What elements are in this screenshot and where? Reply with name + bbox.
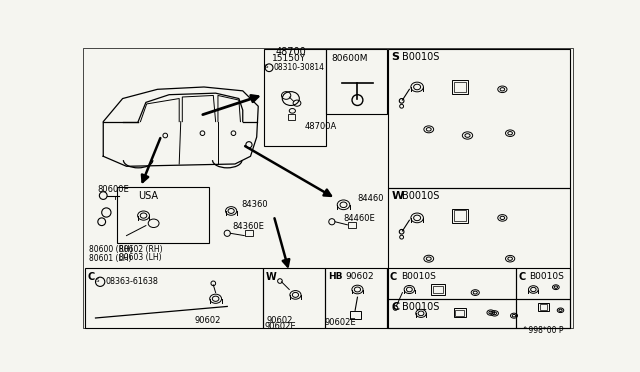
Text: 08363-61638: 08363-61638 bbox=[106, 277, 159, 286]
Text: HB: HB bbox=[328, 272, 342, 281]
Bar bbox=[454, 81, 466, 92]
Text: 80603 (LH): 80603 (LH) bbox=[119, 253, 161, 262]
Text: ^998*00 P: ^998*00 P bbox=[522, 327, 563, 336]
Text: S: S bbox=[96, 278, 100, 283]
Text: 48700A: 48700A bbox=[305, 122, 337, 131]
Bar bbox=[540, 304, 547, 310]
Text: B0010S: B0010S bbox=[403, 191, 440, 201]
Bar bbox=[452, 209, 467, 222]
Bar bbox=[84, 268, 263, 328]
Bar bbox=[431, 284, 445, 295]
Text: 80602 (RH): 80602 (RH) bbox=[119, 245, 163, 254]
Bar bbox=[433, 286, 444, 294]
Bar bbox=[388, 49, 570, 188]
Text: 84460: 84460 bbox=[358, 194, 384, 203]
Bar bbox=[263, 268, 325, 328]
Text: W: W bbox=[392, 191, 404, 201]
Bar bbox=[388, 299, 570, 328]
Text: W: W bbox=[266, 272, 276, 282]
Text: 08310-30814: 08310-30814 bbox=[274, 63, 324, 72]
Bar bbox=[388, 188, 570, 299]
Text: 84360: 84360 bbox=[241, 200, 268, 209]
Text: C: C bbox=[390, 272, 397, 282]
Text: 15150Y: 15150Y bbox=[272, 54, 307, 63]
Bar bbox=[455, 310, 465, 316]
Text: 90602: 90602 bbox=[195, 316, 221, 325]
Bar bbox=[325, 268, 387, 328]
Text: 84460E: 84460E bbox=[344, 214, 375, 223]
Text: B0010S: B0010S bbox=[403, 52, 440, 62]
Bar bbox=[349, 311, 360, 319]
Text: 48700: 48700 bbox=[275, 47, 306, 57]
Text: 80600E: 80600E bbox=[97, 185, 129, 194]
Bar bbox=[454, 308, 466, 317]
Bar bbox=[245, 230, 253, 236]
Text: B0010S: B0010S bbox=[529, 272, 564, 281]
Text: 80600M: 80600M bbox=[331, 54, 367, 63]
Text: S: S bbox=[392, 52, 399, 62]
Text: B0010S: B0010S bbox=[403, 302, 440, 312]
Text: 90602E: 90602E bbox=[324, 318, 356, 327]
Bar bbox=[538, 302, 549, 311]
Bar bbox=[326, 49, 387, 114]
Text: 80600 (RH): 80600 (RH) bbox=[90, 245, 133, 254]
Text: C: C bbox=[88, 272, 95, 282]
Text: 90602: 90602 bbox=[267, 316, 293, 325]
Text: USA: USA bbox=[138, 191, 158, 201]
Bar bbox=[387, 268, 516, 328]
Text: B0010S: B0010S bbox=[401, 272, 436, 281]
Text: 90602E: 90602E bbox=[264, 322, 296, 331]
Text: 80601 (LH): 80601 (LH) bbox=[90, 254, 132, 263]
Text: 90602: 90602 bbox=[345, 272, 374, 281]
Bar bbox=[516, 268, 570, 328]
Bar bbox=[264, 49, 326, 146]
Bar bbox=[117, 187, 209, 243]
Text: C: C bbox=[518, 272, 526, 282]
Text: S: S bbox=[264, 64, 268, 69]
Bar bbox=[288, 114, 296, 120]
Bar bbox=[348, 222, 356, 228]
Bar bbox=[452, 80, 467, 94]
Bar bbox=[454, 210, 466, 221]
Text: 84360E: 84360E bbox=[232, 222, 264, 231]
Text: C: C bbox=[392, 302, 399, 312]
